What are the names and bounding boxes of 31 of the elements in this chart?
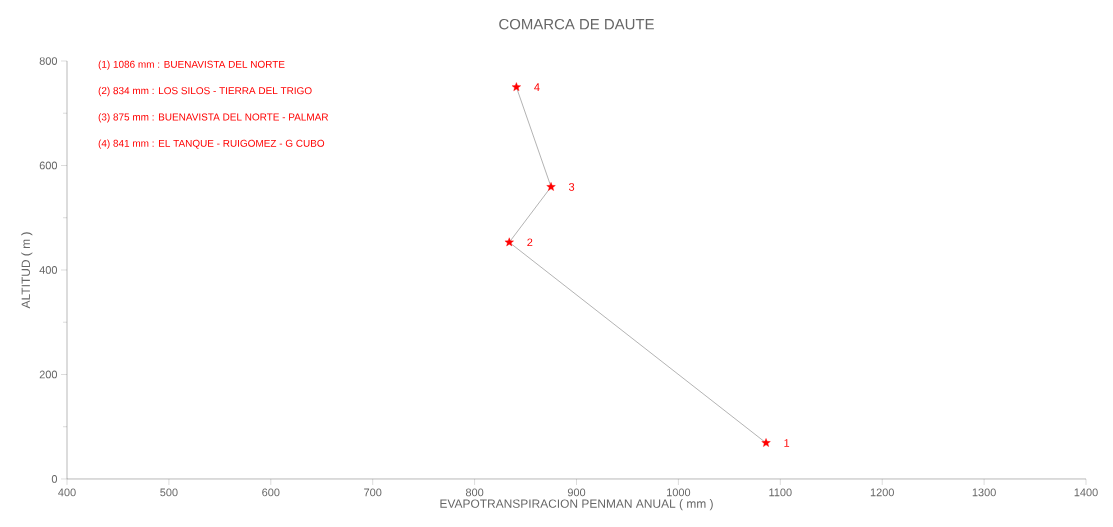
annotation: 1 [784,439,790,447]
point [761,438,771,447]
annotation: 4 [534,83,540,91]
x-tick-label: 1400 [1074,488,1098,497]
y-axis-title: ALTITUD ( m ) [21,232,33,309]
x-tick-label: 400 [58,488,76,497]
point [504,237,514,247]
annotation: (4) 841 mm : EL TANQUE - RUIGOMEZ - G CUBO [98,139,325,149]
y-tick-label: 600 [39,161,58,170]
x-tick-label: 1200 [870,488,894,497]
annotation: 2 [527,238,533,247]
point [546,182,556,191]
y-tick-label: 0 [51,475,58,483]
point [511,82,521,91]
x-tick-label: 700 [364,488,382,497]
x-axis-title: EVAPOTRANSPIRACION PENMAN ANUAL ( mm ) [440,499,713,511]
x-tick-label: 1300 [972,488,996,497]
y-tick-label: 400 [39,266,58,274]
x-tick-label: 600 [262,488,280,497]
x-tick-label: 900 [567,488,586,497]
x-tick-label: 1000 [667,488,691,497]
x-tick-label: 1100 [769,488,792,497]
annotation: (2) 834 mm : LOS SILOS - TIERRA DEL TRIGO [98,86,312,97]
annotation: (1) 1086 mm : BUENAVISTA DEL NORTE [98,60,285,70]
annotation: 3 [568,183,575,191]
y-tick-label: 200 [39,370,58,379]
chart-title: COMARCA DE DAUTE [499,18,654,30]
y-tick-label: 800 [39,57,58,65]
annotation: (3) 875 mm : BUENAVISTA DEL NORTE - PALMAR [98,113,329,123]
x-tick-label: 800 [465,488,484,497]
x-tick-label: 500 [160,488,178,497]
